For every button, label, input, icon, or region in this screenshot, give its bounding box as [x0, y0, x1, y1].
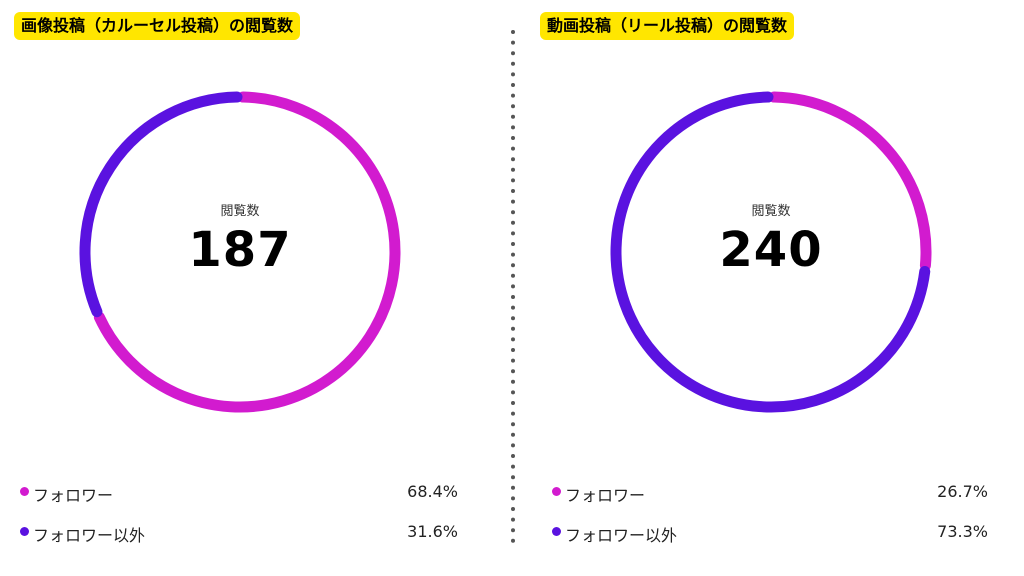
legend-percent: 73.3%: [937, 522, 988, 541]
legend-item-non-follower: フォロワー以外 73.3%: [552, 520, 990, 545]
legend-percent: 31.6%: [407, 522, 458, 541]
legend-label: フォロワー: [33, 486, 114, 505]
legend-percent: 26.7%: [937, 482, 988, 501]
reel-post-panel: 動画投稿（リール投稿）の閲覧数 閲覧数 240 フォロワー 26.7% フォロワ…: [530, 0, 1010, 576]
legend-percent: 68.4%: [407, 482, 458, 501]
center-label: 閲覧数: [751, 204, 791, 219]
donut-segment-non-follower: [610, 91, 931, 413]
panel-title: 画像投稿（カルーセル投稿）の閲覧数: [14, 12, 301, 40]
legend-dot-follower: [552, 487, 561, 496]
panel-title: 動画投稿（リール投稿）の閲覧数: [540, 12, 795, 40]
dotted-divider: [511, 30, 515, 543]
legend-dot-follower: [20, 487, 29, 496]
donut-chart-reel-posts: [610, 91, 932, 413]
legend-label: フォロワー以外: [565, 526, 678, 545]
total-views-value: 187: [188, 222, 292, 278]
donut-segment-follower: [93, 91, 401, 413]
image-post-panel: 画像投稿（カルーセル投稿）の閲覧数 閲覧数 187 フォロワー 68.4% フォ…: [0, 0, 480, 576]
legend-dot-non-follower: [552, 527, 561, 536]
legend-item-follower: フォロワー 26.7%: [552, 480, 990, 505]
donut-chart-image-posts: [79, 91, 401, 413]
total-views-value: 240: [719, 222, 823, 278]
donut-segment-non-follower: [79, 91, 243, 318]
legend-dot-non-follower: [20, 527, 29, 536]
legend-item-non-follower: フォロワー以外 31.6%: [20, 520, 460, 545]
center-label: 閲覧数: [220, 204, 260, 219]
legend-item-follower: フォロワー 68.4%: [20, 480, 460, 505]
donut-segment-follower: [768, 91, 932, 272]
legend-label: フォロワー以外: [33, 526, 146, 545]
legend-label: フォロワー: [565, 486, 646, 505]
